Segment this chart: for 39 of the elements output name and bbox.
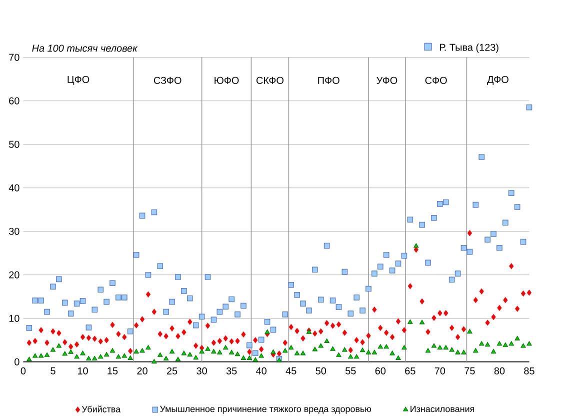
x-tick-label: 30 [196,367,207,375]
x-tick-label: 85 [524,367,534,375]
x-tick-label: 0 [20,367,26,375]
annotation: ЦФО [68,76,90,85]
y-axis-title: На 100 тысяч человек [32,44,138,52]
x-tick-label: 35 [226,367,237,375]
x-tick-label: 15 [108,367,118,374]
annotation: СФО [425,76,447,84]
legend-label: Убийства [82,406,121,412]
y-tick-label: 50 [9,140,20,148]
y-tick-label: 40 [8,184,20,192]
x-tick-label: 5 [50,367,56,374]
x-tick-label: 70 [434,367,446,375]
text: Р. Тыва (123) [440,44,498,53]
annotation: ДФО [487,76,508,85]
x-tick-label: 40 [256,367,266,375]
annotation: ПФО [318,76,340,84]
y-tick-label: 30 [8,228,20,235]
x-tick-label: 10 [78,367,88,375]
y-tick-label: 20 [9,271,20,278]
x-tick-label: 50 [316,367,326,375]
y-tick-label: 60 [9,97,20,104]
x-tick-label: 45 [286,367,296,374]
y-tick-label: 70 [9,54,20,61]
x-tick-label: 25 [167,367,178,375]
legend-label: Умышленное причинение тяжкого вреда здоровью [160,406,371,414]
legend-label: Изнасилования [410,406,474,412]
annotation: ЮФО [214,76,239,84]
annotation: СЗФО [154,76,182,84]
x-tick-label: 80 [494,367,505,375]
x-tick-label: 60 [375,367,386,375]
x-tick-label: 65 [405,367,416,375]
annotation: СКФО [256,76,284,84]
annotation: УФО [376,76,398,84]
y-tick-label: 0 [14,358,20,366]
x-tick-label: 75 [464,367,475,374]
x-tick-label: 55 [346,367,356,374]
y-tick-label: 10 [9,314,20,322]
x-tick-label: 20 [137,367,148,375]
